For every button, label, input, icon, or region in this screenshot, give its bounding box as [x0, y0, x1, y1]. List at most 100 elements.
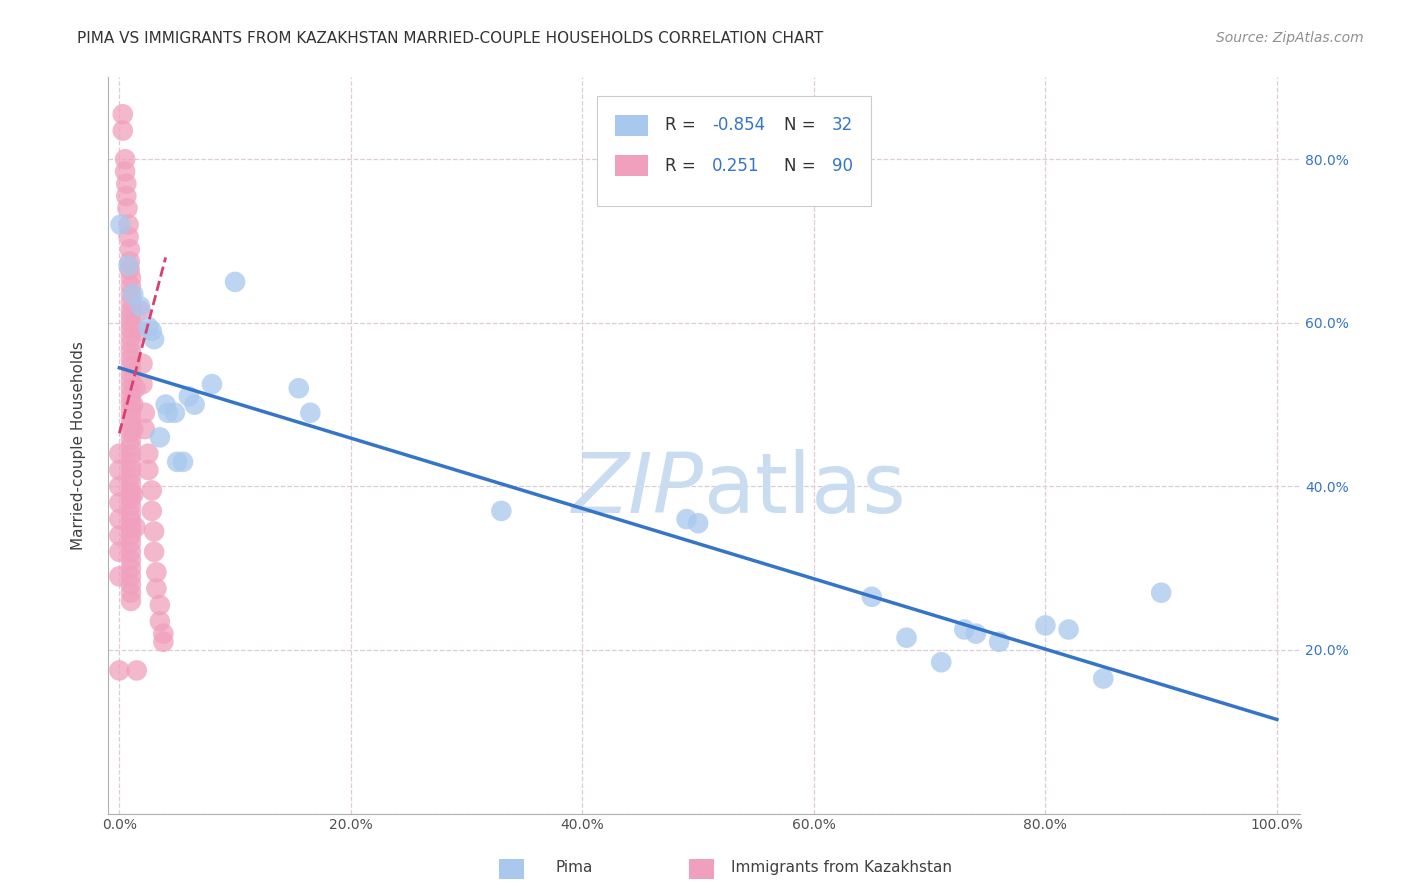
Point — [120, 448, 142, 462]
Point — [120, 287, 142, 301]
Point — [129, 324, 152, 338]
Point — [491, 504, 513, 518]
Point — [115, 177, 138, 191]
Point — [108, 463, 131, 477]
Point — [131, 377, 153, 392]
Text: ZIP: ZIP — [572, 450, 704, 530]
Point — [136, 319, 159, 334]
Point — [143, 524, 166, 539]
Point — [108, 447, 131, 461]
Point — [1057, 623, 1080, 637]
Point — [120, 521, 142, 535]
Point — [120, 322, 142, 336]
Point — [120, 367, 142, 381]
Point — [108, 479, 131, 493]
Point — [124, 381, 146, 395]
Point — [120, 545, 142, 559]
Point — [688, 516, 710, 531]
Point — [122, 287, 145, 301]
Point — [120, 455, 142, 469]
Text: Immigrants from Kazakhstan: Immigrants from Kazakhstan — [731, 860, 952, 874]
Point — [120, 425, 142, 440]
Point — [120, 433, 142, 447]
Point — [120, 329, 142, 343]
Point — [114, 164, 136, 178]
Point — [120, 553, 142, 567]
Point — [117, 218, 139, 232]
Point — [120, 410, 142, 425]
Point — [120, 316, 142, 330]
Point — [118, 242, 141, 256]
Point — [120, 499, 142, 513]
Point — [134, 406, 156, 420]
Text: 32: 32 — [831, 116, 853, 135]
Point — [953, 623, 976, 637]
Point — [120, 528, 142, 542]
Point — [117, 230, 139, 244]
Point — [149, 615, 172, 629]
Point — [117, 202, 139, 216]
Point — [1035, 618, 1057, 632]
Point — [675, 512, 697, 526]
Point — [149, 598, 172, 612]
Text: 0.251: 0.251 — [713, 157, 759, 175]
Point — [111, 107, 134, 121]
Point — [120, 337, 142, 351]
Point — [120, 514, 142, 528]
Point — [183, 398, 205, 412]
Point — [131, 357, 153, 371]
Point — [108, 569, 131, 583]
Point — [120, 594, 142, 608]
Point — [120, 569, 142, 583]
Point — [143, 545, 166, 559]
Text: 90: 90 — [831, 157, 852, 175]
Point — [120, 491, 142, 506]
Text: N =: N = — [783, 116, 821, 135]
Point — [860, 590, 883, 604]
Text: R =: R = — [665, 157, 706, 175]
Point — [120, 344, 142, 359]
Point — [134, 422, 156, 436]
Point — [108, 545, 131, 559]
Point — [141, 504, 163, 518]
Point — [120, 585, 142, 599]
Point — [120, 418, 142, 433]
Text: N =: N = — [783, 157, 821, 175]
Point — [115, 189, 138, 203]
Point — [1092, 672, 1115, 686]
Text: atlas: atlas — [704, 450, 905, 530]
Text: PIMA VS IMMIGRANTS FROM KAZAKHSTAN MARRIED-COUPLE HOUSEHOLDS CORRELATION CHART: PIMA VS IMMIGRANTS FROM KAZAKHSTAN MARRI… — [77, 31, 824, 46]
FancyBboxPatch shape — [596, 95, 870, 206]
Point — [152, 634, 174, 648]
Y-axis label: Married-couple Households: Married-couple Households — [72, 341, 86, 550]
Point — [120, 396, 142, 410]
Point — [111, 123, 134, 137]
Point — [125, 664, 148, 678]
Point — [122, 422, 145, 436]
Point — [122, 398, 145, 412]
Point — [108, 664, 131, 678]
Point — [120, 303, 142, 318]
Point — [141, 324, 163, 338]
Point — [114, 153, 136, 167]
Point — [120, 561, 142, 575]
FancyBboxPatch shape — [614, 115, 648, 136]
Point — [141, 483, 163, 498]
Point — [124, 520, 146, 534]
Point — [120, 507, 142, 521]
Point — [120, 310, 142, 324]
Point — [120, 359, 142, 373]
Point — [120, 381, 142, 395]
Point — [152, 626, 174, 640]
Point — [163, 406, 186, 420]
Point — [143, 332, 166, 346]
Point — [224, 275, 246, 289]
Point — [118, 262, 141, 277]
Point — [120, 351, 142, 366]
Point — [117, 259, 139, 273]
Point — [120, 462, 142, 476]
Point — [177, 389, 200, 403]
Point — [1150, 585, 1173, 599]
Point — [136, 463, 159, 477]
Point — [988, 634, 1011, 648]
